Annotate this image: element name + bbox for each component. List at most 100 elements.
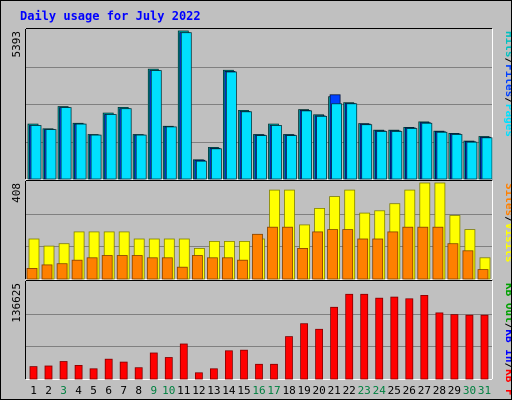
bar-kbytes-day-18 [285, 336, 293, 380]
bar-sites-day-24 [372, 238, 384, 280]
bar-kbytes-day-3 [59, 361, 68, 380]
bar-kbytes-day-2 [44, 365, 53, 380]
bar-kbytes-day-20 [315, 328, 324, 380]
x-tick-label-day-9: 9 [150, 384, 157, 397]
bar-kbytes-day-15 [240, 349, 248, 380]
x-tick-label-day-25: 25 [388, 384, 401, 397]
bar-pages-day-27 [421, 122, 433, 180]
ymax-label: 408 [10, 183, 23, 203]
bar-sites-day-8 [131, 255, 143, 280]
bar-kbytes-day-25 [390, 296, 399, 380]
x-tick-label-day-26: 26 [403, 384, 416, 397]
bar-pages-day-26 [406, 128, 418, 180]
legend-item-visits: Visits [503, 223, 512, 263]
bar-pages-day-20 [316, 116, 328, 180]
legend: Sites/Visits [503, 183, 512, 263]
legend-separator: / [503, 363, 512, 370]
x-tick-label-day-19: 19 [297, 384, 310, 397]
bar-sites-day-15 [237, 259, 248, 280]
bar-kbytes-day-29 [450, 314, 459, 380]
legend-separator: / [503, 216, 512, 223]
legend-separator: / [503, 323, 512, 330]
x-tick-label-day-11: 11 [177, 384, 190, 397]
x-tick-label-day-17: 17 [267, 384, 280, 397]
bar-kbytes-day-13 [209, 368, 218, 380]
bar-pages-day-12 [195, 160, 207, 180]
bar-sites-day-28 [432, 226, 444, 280]
x-tick-label-day-27: 27 [418, 384, 431, 397]
bar-sites-day-30 [462, 250, 474, 280]
bars-hits-files-pages [27, 30, 493, 180]
legend-item-kb-f: KB F [503, 369, 512, 396]
legend-item-sites: Sites [503, 183, 512, 216]
legend-item-kb-out: KB Out [503, 283, 512, 323]
legend: Hits/Files/Pages [503, 31, 512, 137]
x-tick-label-day-6: 6 [105, 384, 112, 397]
bar-sites-day-16 [252, 233, 263, 280]
x-tick-label-day-29: 29 [448, 384, 461, 397]
bar-pages-day-13 [210, 148, 222, 180]
bar-pages-day-1 [30, 125, 42, 180]
bar-sites-day-29 [447, 243, 459, 280]
bar-kbytes-day-14 [224, 350, 233, 380]
bar-pages-day-9 [150, 70, 162, 180]
bar-pages-day-11 [180, 32, 192, 180]
bar-kbytes-day-11 [179, 343, 188, 380]
bar-sites-day-27 [417, 226, 429, 280]
bar-kbytes-day-31 [480, 314, 489, 380]
x-tick-label-day-22: 22 [343, 384, 356, 397]
bar-sites-day-11 [176, 266, 188, 280]
bar-pages-day-25 [391, 131, 403, 180]
bar-sites-day-1 [26, 267, 38, 280]
x-tick-label-day-8: 8 [135, 384, 142, 397]
bar-sites-day-5 [86, 257, 98, 280]
bar-pages-day-29 [451, 134, 463, 180]
bar-sites-day-22 [342, 229, 354, 280]
bar-kbytes-day-22 [345, 293, 354, 380]
bar-pages-day-2 [45, 129, 57, 180]
bar-kbytes-day-8 [134, 367, 143, 380]
x-tick-label-day-13: 13 [207, 384, 220, 397]
x-tick-label-day-2: 2 [45, 384, 52, 397]
x-tick-label-day-31: 31 [478, 384, 491, 397]
bar-kbytes-day-1 [29, 366, 38, 380]
bar-sites-day-17 [267, 226, 278, 280]
bar-pages-day-18 [286, 135, 297, 180]
bar-sites-day-9 [146, 257, 158, 280]
bar-sites-day-19 [297, 247, 309, 280]
legend-item-files: Files [503, 64, 512, 97]
bar-kbytes-day-6 [104, 358, 113, 380]
bar-sites-day-6 [101, 255, 113, 280]
bar-pages-day-5 [90, 134, 102, 180]
x-tick-label-day-7: 7 [120, 384, 127, 397]
bar-kbytes-day-10 [164, 357, 173, 380]
bar-pages-day-22 [346, 103, 358, 180]
bar-sites-day-31 [477, 269, 489, 280]
bar-sites-day-13 [206, 257, 218, 280]
bar-sites-day-2 [41, 264, 53, 280]
x-tick-label-day-30: 30 [463, 384, 476, 397]
legend-separator: / [503, 58, 512, 65]
bar-kbytes-day-21 [330, 306, 339, 380]
bar-pages-day-3 [60, 107, 72, 180]
x-tick-label-day-21: 21 [328, 384, 341, 397]
x-tick-label-day-15: 15 [237, 384, 250, 397]
legend-item-hits: Hits [503, 31, 512, 58]
bar-pages-day-19 [301, 110, 313, 180]
bars-kbytes [29, 293, 489, 380]
legend-item-kb-in: KB In [503, 329, 512, 362]
bar-sites-day-12 [191, 255, 203, 280]
bar-sites-day-14 [221, 257, 233, 280]
bar-pages-day-7 [120, 108, 132, 180]
bar-kbytes-day-23 [360, 293, 369, 380]
bar-kbytes-day-12 [194, 372, 203, 380]
bar-sites-day-23 [357, 238, 369, 280]
bar-sites-day-21 [327, 229, 339, 280]
x-tick-label-day-1: 1 [30, 384, 37, 397]
x-tick-labels: 1 2 3 4 5 6 7 8 9 10 11 12 13 14 15 16 17 18 19 20 21 22 23 24 2… [30, 384, 491, 397]
bar-pages-day-8 [135, 134, 147, 180]
bar-sites-day-10 [161, 257, 173, 280]
